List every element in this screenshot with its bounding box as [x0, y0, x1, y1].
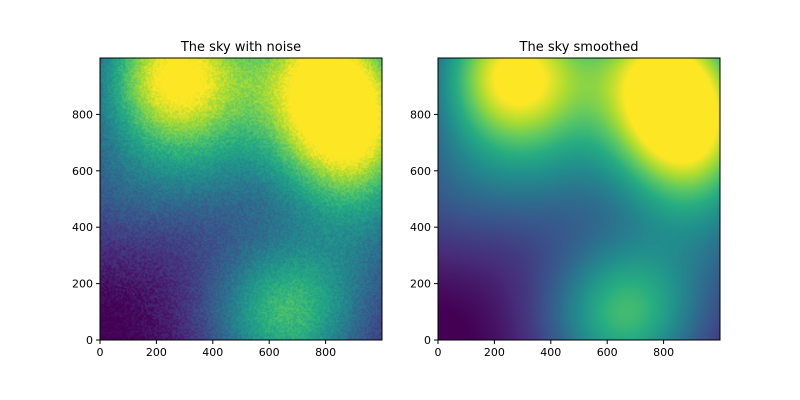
y-tick-label: 400 — [72, 221, 93, 234]
x-tick-label: 400 — [540, 346, 561, 359]
panel-sky-with-noise: The sky with noise 0 200 400 600 800 0 200 400 6… — [72, 40, 383, 359]
x-tick-label: 200 — [484, 346, 505, 359]
panel-title: The sky smoothed — [519, 40, 639, 55]
x-tick-label: 200 — [146, 346, 167, 359]
axes-frame — [99, 57, 383, 341]
x-tick-label: 600 — [597, 346, 618, 359]
axes: 0 200 400 600 800 0 200 400 600 800 — [410, 108, 674, 359]
y-tick-label: 200 — [72, 278, 93, 291]
y-tick-label: 800 — [72, 108, 93, 121]
x-tick-label: 800 — [315, 346, 336, 359]
y-tick-label: 600 — [72, 165, 93, 178]
y-tick-label: 800 — [410, 108, 431, 121]
y-tick-label: 0 — [424, 334, 431, 347]
y-tick-label: 0 — [86, 334, 93, 347]
x-tick-label: 600 — [259, 346, 280, 359]
axes-frame — [437, 57, 721, 341]
y-tick-label: 600 — [410, 165, 431, 178]
x-tick-label: 0 — [97, 346, 104, 359]
panel-title: The sky with noise — [180, 40, 301, 55]
y-tick-label: 400 — [410, 221, 431, 234]
heatmap-image — [100, 58, 382, 340]
x-tick-label: 0 — [435, 346, 442, 359]
x-tick-label: 400 — [202, 346, 223, 359]
y-tick-label: 200 — [410, 278, 431, 291]
heatmap-image — [438, 58, 720, 340]
panel-sky-smoothed: The sky smoothed 0 200 400 600 800 0 200 400 600… — [410, 40, 721, 359]
axes: 0 200 400 600 800 0 200 400 600 800 — [72, 108, 336, 359]
x-tick-label: 800 — [653, 346, 674, 359]
